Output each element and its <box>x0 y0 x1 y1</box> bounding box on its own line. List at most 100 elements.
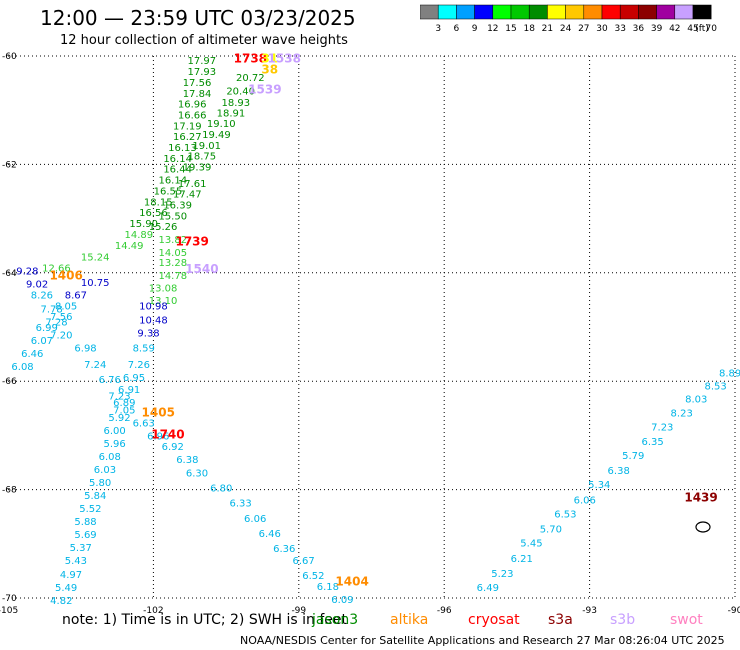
wave-height-label: 5.79 <box>622 451 644 462</box>
wave-height-label: 16.13 <box>168 143 197 154</box>
y-tick-label: -66 <box>2 377 17 387</box>
wave-height-label: 6.63 <box>133 418 155 429</box>
island-outline <box>695 521 711 533</box>
mission-cryosat: cryosat <box>468 612 520 628</box>
wave-height-label: 13.08 <box>149 283 178 294</box>
wave-height-label: 6.07 <box>31 336 53 347</box>
legend-swatch <box>474 4 494 20</box>
legend-label: 27 <box>578 24 589 34</box>
wave-height-label: 20.72 <box>236 73 265 84</box>
wave-height-label: 7.56 <box>50 312 72 323</box>
wave-height-label: 5.92 <box>108 413 130 424</box>
legend-swatch <box>528 4 548 20</box>
mission-jason3: jason3 <box>312 612 359 628</box>
wave-height-label: 13.82 <box>158 235 187 246</box>
legend-label: 21 <box>542 24 553 34</box>
legend-swatch <box>565 4 585 20</box>
wave-height-label: 6.46 <box>21 349 43 360</box>
footer-credit: NOAA/NESDIS Center for Satellite Applica… <box>240 634 725 647</box>
wave-height-label: 7.28 <box>45 318 67 329</box>
wave-height-label: 20.40 <box>226 87 255 98</box>
legend-swatch <box>674 4 694 20</box>
wave-height-label: 12.66 <box>42 263 71 274</box>
x-tick-label: -105 <box>0 606 18 616</box>
page-title: 12:00 — 23:59 UTC 03/23/2025 <box>40 6 356 30</box>
wave-height-label: 6.67 <box>293 556 315 567</box>
time-label: 1404 <box>335 575 368 589</box>
wave-height-label: 16.14 <box>158 176 187 187</box>
wave-height-label: 15.50 <box>158 211 187 222</box>
wave-height-label: 18.91 <box>217 108 246 119</box>
wave-height-label: 5.49 <box>55 583 77 594</box>
wave-height-label: 16.14 <box>163 154 192 165</box>
wave-height-label: 4.82 <box>50 596 72 607</box>
wave-height-label: 7.78 <box>40 305 62 316</box>
wave-height-label: 6.33 <box>230 499 252 510</box>
wave-height-label: 10.48 <box>139 315 168 326</box>
wave-height-label: 19.39 <box>183 163 212 174</box>
legend-swatch <box>601 4 621 20</box>
wave-height-label: 8.03 <box>685 395 707 406</box>
time-label: 38 <box>261 63 278 77</box>
wave-height-label: 5.88 <box>74 517 96 528</box>
wave-height-label: 19.49 <box>202 130 231 141</box>
wave-height-label: 19.01 <box>192 141 221 152</box>
wave-height-label: 13.28 <box>158 258 187 269</box>
wave-height-label: 6.49 <box>477 583 499 594</box>
wave-height-label: 17.56 <box>183 78 212 89</box>
legend-label: 36 <box>633 24 645 34</box>
legend-swatch <box>619 4 639 20</box>
legend-label: 9 <box>472 24 478 34</box>
wave-height-label: 9.38 <box>137 328 159 339</box>
legend-swatch <box>510 4 530 20</box>
legend-label: 3 <box>435 24 441 34</box>
wave-height-label: 16.39 <box>163 201 192 212</box>
wave-height-label: 15.26 <box>149 222 178 233</box>
legend-swatch <box>420 4 439 20</box>
legend-swatch <box>638 4 657 20</box>
legend-label: 42 <box>669 24 680 34</box>
legend-label: 33 <box>614 24 625 34</box>
wave-height-label: 6.80 <box>210 483 232 494</box>
mission-swot: swot <box>670 612 703 628</box>
legend-label: 70 <box>705 24 717 34</box>
wave-height-label: 5.84 <box>84 491 106 502</box>
wave-height-label: 14.78 <box>158 271 187 282</box>
wave-height-label: 16.44 <box>163 165 192 176</box>
wave-height-label: 6.36 <box>273 544 295 555</box>
wave-height-label: 6.89 <box>113 398 135 409</box>
wave-height-label: 7.05 <box>113 405 135 416</box>
wave-height-label: 17.84 <box>183 89 212 100</box>
wave-height-label: 14.05 <box>158 248 187 259</box>
legend-swatch <box>692 4 712 20</box>
wave-height-label: 6.03 <box>94 465 116 476</box>
mission-s3a: s3a <box>548 612 573 628</box>
legend-swatch <box>492 4 512 20</box>
time-label: 1539 <box>248 83 281 97</box>
wave-height-label: 5.34 <box>588 480 610 491</box>
wave-height-label: 6.96 <box>147 431 169 442</box>
wave-height-label: 5.52 <box>79 504 101 515</box>
time-label: 1738 <box>234 52 267 66</box>
wave-height-label: 8.26 <box>31 290 53 301</box>
legend-swatch <box>583 4 603 20</box>
x-tick-label: -96 <box>437 606 452 616</box>
legend-label: 12 <box>487 24 498 34</box>
time-label: 1739 <box>175 234 208 248</box>
wave-height-label: 6.95 <box>123 373 145 384</box>
wave-height-label: 16.66 <box>178 111 207 122</box>
wave-height-label: 5.69 <box>74 530 96 541</box>
wave-height-label: 9.28 <box>16 267 38 278</box>
tick-labels: -105 -102 -99 -96 -93 -90 -60 -62 -64 -66 -68 -70 <box>0 52 740 616</box>
time-label: 1540 <box>185 262 218 276</box>
wave-height-label: 7.24 <box>84 360 106 371</box>
wave-height-label: 7.23 <box>108 391 130 402</box>
x-tick-label: -102 <box>143 606 163 616</box>
x-tick-label: -93 <box>582 606 597 616</box>
wave-height-label: 6.21 <box>511 554 533 565</box>
y-tick-label: -70 <box>2 594 17 604</box>
wave-height-label: 6.30 <box>186 468 208 479</box>
legend-swatch <box>547 4 566 20</box>
wave-height-label: 6.76 <box>99 375 121 386</box>
legend-label: 30 <box>596 24 608 34</box>
